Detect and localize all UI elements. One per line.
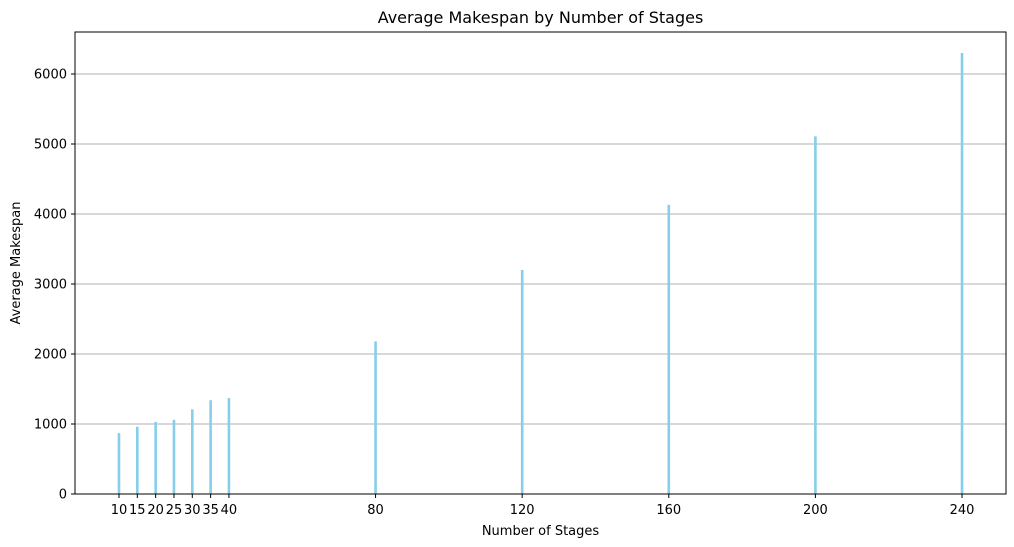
x-tick-label: 160 — [656, 503, 681, 518]
x-tick-label: 80 — [367, 503, 384, 518]
x-tick-label: 120 — [510, 503, 535, 518]
y-tick-label: 0 — [59, 488, 67, 503]
y-tick-label: 3000 — [34, 278, 67, 293]
x-tick-label: 200 — [803, 503, 828, 518]
bar — [209, 400, 212, 494]
x-tick-label: 15 — [129, 503, 146, 518]
bar — [520, 270, 524, 494]
y-tick-label: 4000 — [34, 208, 67, 223]
bar — [227, 398, 231, 494]
x-tick-label: 25 — [166, 503, 183, 518]
y-axis-label: Average Makespan — [9, 202, 24, 325]
ticks: 0 1000 2000 3000 4000 5000 6000 10 15 20 25 30 35 40 8… — [34, 68, 975, 519]
y-tick-label: 6000 — [34, 68, 67, 83]
x-axis-label: Number of Stages — [482, 524, 600, 539]
x-tick-label: 35 — [202, 503, 219, 518]
y-tick-label: 2000 — [34, 348, 67, 363]
bar — [172, 419, 176, 494]
y-tick-label: 1000 — [34, 418, 67, 433]
x-tick-label: 10 — [111, 503, 128, 518]
bar — [190, 409, 194, 494]
bar — [154, 421, 157, 494]
x-tick-label: 30 — [184, 503, 201, 518]
x-tick-label: 40 — [221, 503, 238, 518]
bar — [117, 433, 121, 494]
bar — [814, 136, 817, 495]
bar — [960, 53, 964, 494]
plot-frame — [74, 31, 1007, 495]
x-tick-label: 240 — [950, 503, 975, 518]
grid-lines — [75, 73, 1006, 425]
bar — [374, 341, 377, 494]
y-tick-label: 5000 — [34, 138, 67, 153]
chart-title: Average Makespan by Number of Stages — [378, 8, 704, 27]
bars — [117, 53, 964, 495]
x-tick-label: 20 — [147, 503, 164, 518]
bar — [136, 426, 139, 494]
bar — [667, 204, 671, 494]
